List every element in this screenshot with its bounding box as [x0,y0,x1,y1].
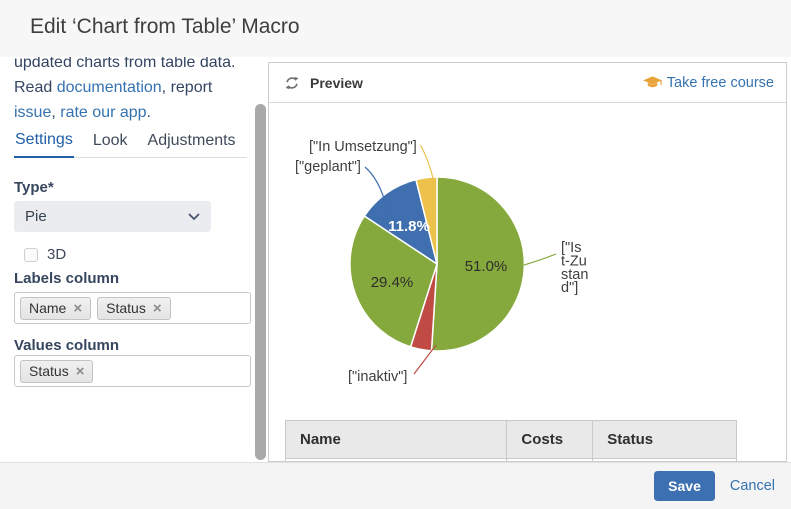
preview-panel: Preview Take free course [268,62,787,462]
documentation-link[interactable]: documentation [56,79,162,96]
pie-slice-geplant [363,178,438,265]
settings-tab-bar: Settings Look Adjustments [14,131,247,158]
dialog-title-bar: Edit ‘Chart from Table’ Macro [0,0,791,57]
preview-header: Preview Take free course [269,63,786,103]
callout-line: stan [561,267,588,283]
table-header-name: Name [284,420,508,459]
tag-status: Status × [97,296,171,320]
remove-tag-icon[interactable]: × [152,299,162,317]
percent-label-geplant: 11.8% [388,218,430,235]
leader-line-ist-zustand [523,253,557,266]
dialog-footer: Save Cancel [0,462,791,509]
callout-label-ist-zustand: ["Is t-Zu stan d"] [561,240,588,296]
description-text: updated charts from table data. Read [14,54,236,96]
pie-slice-unlabeled [349,215,438,348]
description-text: , report [161,79,213,96]
tag-label: Status [106,300,146,316]
labels-column-input[interactable]: Name × Status × [14,292,251,324]
tab-adjustments[interactable]: Adjustments [147,132,236,149]
rate-app-link[interactable]: rate our app [60,104,147,121]
pie-slice-in-umsetzung [415,176,438,265]
callout-label-inaktiv: ["inaktiv"] [348,369,407,385]
tag-status: Status × [20,359,94,383]
values-column-label: Values column [14,337,120,354]
issue-link[interactable]: issue [14,104,52,121]
labels-column-label: Labels column [14,270,120,287]
tag-label: Name [29,300,67,316]
cancel-button[interactable]: Cancel [729,478,775,494]
callout-label-in-umsetzung: ["In Umsetzung"] [309,139,417,155]
tag-label: Status [29,363,69,379]
source-table-preview: Name Costs Status [284,420,737,461]
table-header-row: Name Costs Status [284,420,737,459]
left-panel-scrollbar[interactable] [255,104,266,460]
tag-name: Name × [20,296,92,320]
leader-line-geplant [364,166,389,214]
type-select-value: Pie [25,208,47,225]
threed-checkbox[interactable] [24,247,38,262]
description-text: . [146,104,151,121]
table-row [284,458,737,461]
table-header-status: Status [592,420,737,459]
remove-tag-icon[interactable]: × [73,299,83,317]
leader-line-in-umsetzung [419,144,435,181]
graduation-cap-icon [642,75,662,90]
take-free-course-link[interactable]: Take free course [642,74,774,91]
values-column-input[interactable]: Status × [14,355,251,387]
tab-look[interactable]: Look [92,132,128,149]
course-link-label: Take free course [666,74,774,91]
type-select[interactable]: Pie [14,201,211,232]
pie-slice-ist-zustand [430,176,526,352]
percent-label-unlabeled: 29.4% [371,274,414,291]
chevron-down-icon [188,213,200,221]
callout-line: ["Is [561,240,581,256]
remove-tag-icon[interactable]: × [75,362,85,380]
refresh-icon[interactable] [284,75,300,91]
callout-line: d"] [561,280,578,296]
type-label: Type* [14,179,54,196]
threed-option: 3D [24,246,66,263]
preview-title: Preview [310,74,363,91]
table-header-costs: Costs [506,420,594,459]
threed-label: 3D [47,246,67,263]
leader-line-inaktiv [413,344,437,375]
dialog-title: Edit ‘Chart from Table’ Macro [30,15,300,38]
callout-label-geplant: ["geplant"] [295,159,361,175]
save-button[interactable]: Save [654,471,715,501]
callout-line: t-Zu [561,253,587,269]
tab-settings[interactable]: Settings [14,131,74,158]
percent-label-ist-zustand: 51.0% [465,258,508,275]
description-text: , [51,104,61,121]
pie-chart: ["In Umsetzung"] ["geplant"] ["inaktiv"]… [295,139,588,385]
macro-description: updated charts from table data. Read doc… [14,50,256,125]
